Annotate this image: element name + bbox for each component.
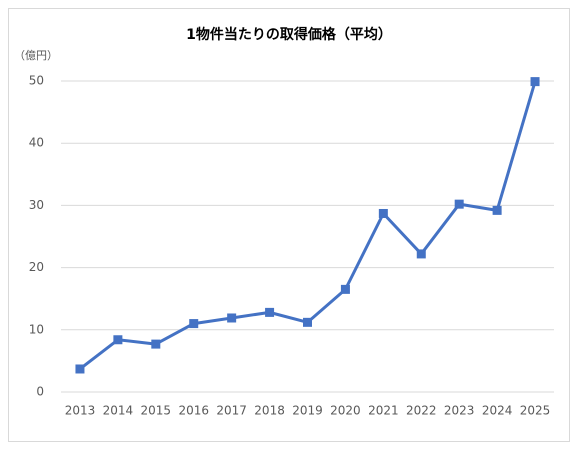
data-marker bbox=[378, 208, 388, 218]
x-tick-label: 2019 bbox=[292, 404, 323, 418]
data-marker bbox=[492, 205, 502, 215]
x-tick-label: 2018 bbox=[254, 404, 285, 418]
data-marker bbox=[189, 319, 199, 329]
data-marker bbox=[416, 249, 426, 259]
x-tick-label: 2017 bbox=[216, 404, 247, 418]
chart-title: 1物件当たりの取得価格（平均） bbox=[186, 26, 392, 43]
y-tick-label: 40 bbox=[29, 136, 44, 150]
y-tick-label: 20 bbox=[29, 260, 44, 274]
x-tick-label: 2025 bbox=[520, 404, 551, 418]
x-tick-label: 2022 bbox=[406, 404, 437, 418]
data-marker bbox=[227, 313, 237, 323]
x-tick-label: 2014 bbox=[103, 404, 134, 418]
data-marker bbox=[340, 284, 350, 294]
x-tick-label: 2020 bbox=[330, 404, 361, 418]
data-marker bbox=[75, 364, 85, 374]
x-tick-label: 2024 bbox=[482, 404, 513, 418]
data-marker bbox=[530, 77, 540, 87]
y-tick-label: 0 bbox=[36, 385, 44, 399]
data-marker bbox=[265, 307, 275, 317]
x-tick-label: 2015 bbox=[141, 404, 172, 418]
chart-frame bbox=[8, 8, 570, 442]
x-tick-label: 2013 bbox=[65, 404, 96, 418]
data-marker bbox=[113, 335, 123, 345]
y-tick-label: 50 bbox=[29, 74, 44, 88]
data-marker bbox=[303, 317, 312, 327]
y-tick-label: 30 bbox=[29, 198, 44, 212]
y-unit-label: （億円） bbox=[14, 49, 58, 62]
data-marker bbox=[151, 339, 161, 349]
x-tick-label: 2016 bbox=[178, 404, 209, 418]
y-tick-label: 10 bbox=[29, 322, 44, 336]
x-tick-label: 2021 bbox=[368, 404, 399, 418]
data-marker bbox=[454, 199, 464, 209]
x-tick-label: 2023 bbox=[444, 404, 475, 418]
